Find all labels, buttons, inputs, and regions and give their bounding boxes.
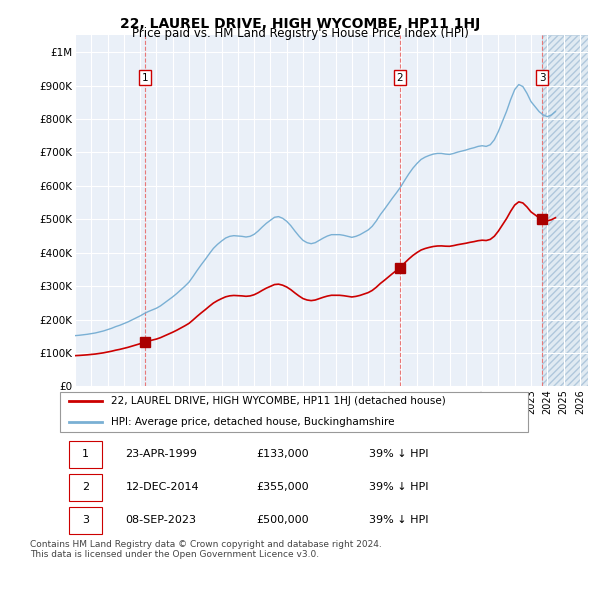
Text: 08-SEP-2023: 08-SEP-2023	[125, 516, 197, 525]
Text: Contains HM Land Registry data © Crown copyright and database right 2024.
This d: Contains HM Land Registry data © Crown c…	[30, 540, 382, 559]
Text: 3: 3	[539, 73, 545, 83]
Text: £133,000: £133,000	[257, 450, 309, 459]
Text: 2: 2	[397, 73, 403, 83]
FancyBboxPatch shape	[60, 392, 528, 432]
Text: £355,000: £355,000	[257, 483, 309, 492]
Text: 39% ↓ HPI: 39% ↓ HPI	[369, 516, 428, 525]
Polygon shape	[542, 35, 588, 386]
Text: 1: 1	[82, 450, 89, 459]
FancyBboxPatch shape	[70, 441, 102, 467]
Text: £500,000: £500,000	[257, 516, 309, 525]
Text: 3: 3	[82, 516, 89, 525]
FancyBboxPatch shape	[70, 474, 102, 500]
Text: 23-APR-1999: 23-APR-1999	[125, 450, 197, 459]
Text: 12-DEC-2014: 12-DEC-2014	[125, 483, 199, 492]
Text: HPI: Average price, detached house, Buckinghamshire: HPI: Average price, detached house, Buck…	[112, 417, 395, 427]
Text: 39% ↓ HPI: 39% ↓ HPI	[369, 450, 428, 459]
Text: 22, LAUREL DRIVE, HIGH WYCOMBE, HP11 1HJ (detached house): 22, LAUREL DRIVE, HIGH WYCOMBE, HP11 1HJ…	[112, 395, 446, 405]
Text: 2: 2	[82, 483, 89, 492]
FancyBboxPatch shape	[70, 507, 102, 533]
Text: Price paid vs. HM Land Registry's House Price Index (HPI): Price paid vs. HM Land Registry's House …	[131, 27, 469, 40]
Text: 39% ↓ HPI: 39% ↓ HPI	[369, 483, 428, 492]
Text: 1: 1	[142, 73, 149, 83]
Text: 22, LAUREL DRIVE, HIGH WYCOMBE, HP11 1HJ: 22, LAUREL DRIVE, HIGH WYCOMBE, HP11 1HJ	[120, 17, 480, 31]
